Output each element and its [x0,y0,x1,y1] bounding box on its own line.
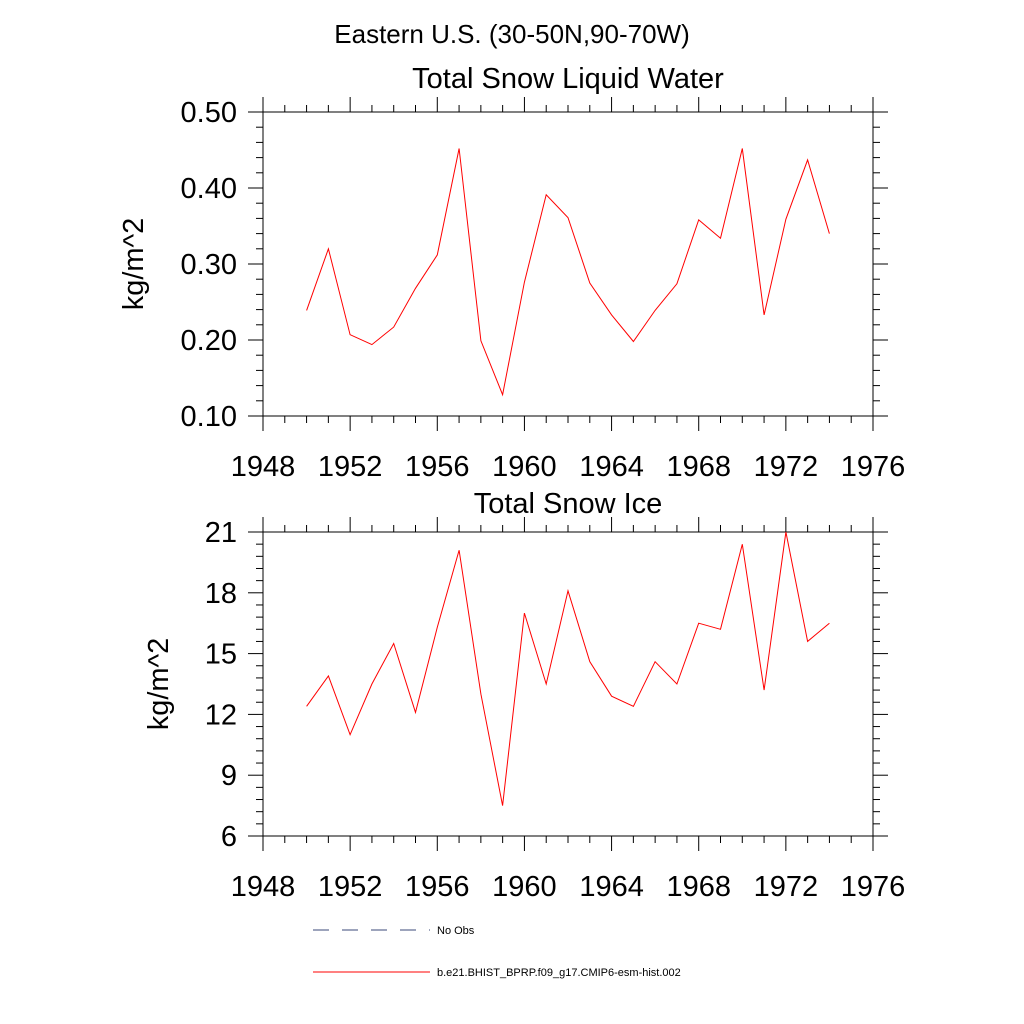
x-tick-label: 1956 [405,451,470,483]
y-tick-label: 0.10 [181,401,237,433]
y-tick-label: 0.40 [181,173,237,205]
y-axis-label: kg/m^2 [143,638,175,731]
x-tick-label: 1952 [318,871,383,903]
panel-title: Total Snow Ice [474,488,663,520]
y-tick-label: 12 [205,699,237,731]
x-tick-label: 1952 [318,451,383,483]
y-tick-label: 6 [221,821,237,853]
plot-frame [262,531,874,837]
x-tick-label: 1948 [231,871,296,903]
y-tick-label: 0.20 [181,325,237,357]
x-tick-label: 1972 [754,451,819,483]
snow-ice-panel: Total Snow Ice 1948 1952 1956 1960 1964 1968 19… [143,488,905,903]
y-tick-label: 21 [205,517,237,549]
legend-label: No Obs [437,925,475,937]
x-tick-label: 1968 [666,451,731,483]
y-axis-label: kg/m^2 [118,218,150,311]
y-tick-label: 9 [221,760,237,792]
x-tick-label: 1968 [666,871,731,903]
x-tick-label: 1976 [841,871,906,903]
x-tick-label: 1960 [492,451,557,483]
y-tick-label: 15 [205,639,237,671]
legend: No Obs b.e21.BHIST_BPRP.f09_g17.CMIP6-esm… [313,925,681,979]
x-tick-label: 1956 [405,871,470,903]
x-tick-label: 1948 [231,451,296,483]
series-line [306,148,830,397]
figure-suptitle: Eastern U.S. (30-50N,90-70W) [334,19,689,49]
x-tick-label: 1972 [754,871,819,903]
snow-liquid-water-panel: Total Snow Liquid Water 1948 1952 1956 1960 1… [118,63,905,483]
y-tick-label: 0.30 [181,249,237,281]
panel-title: Total Snow Liquid Water [412,63,724,95]
x-tick-label: 1976 [841,451,906,483]
y-tick-label: 0.50 [181,97,237,129]
series-line [306,531,830,806]
plot-frame [262,111,874,417]
y-tick-label: 18 [205,578,237,610]
x-tick-label: 1964 [579,451,644,483]
x-tick-label: 1964 [579,871,644,903]
legend-label: b.e21.BHIST_BPRP.f09_g17.CMIP6-esm-hist.… [437,967,681,979]
x-tick-label: 1960 [492,871,557,903]
